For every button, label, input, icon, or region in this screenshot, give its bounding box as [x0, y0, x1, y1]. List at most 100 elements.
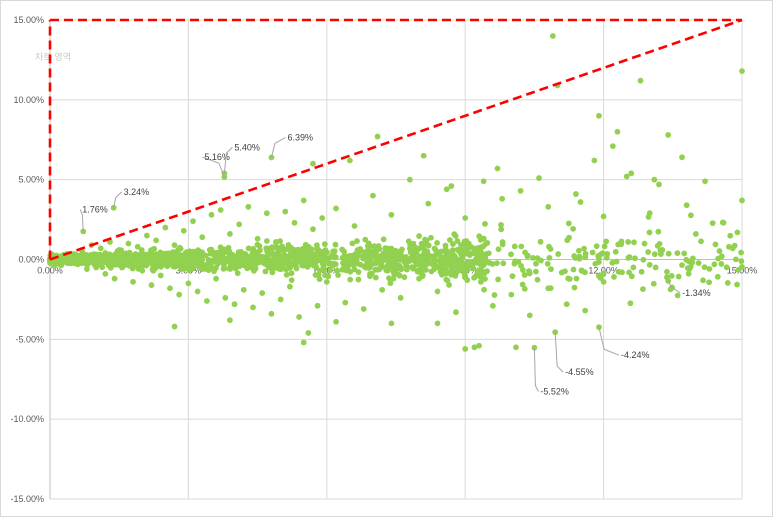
annotation-label: -5.52% [540, 387, 569, 397]
data-point [384, 257, 390, 264]
data-point [279, 262, 285, 269]
data-point [199, 234, 206, 241]
data-point [434, 288, 441, 295]
data-point [709, 220, 716, 227]
data-point [311, 262, 317, 269]
data-point [420, 152, 427, 159]
data-point [625, 254, 632, 261]
data-point [646, 261, 653, 268]
data-point [243, 261, 250, 268]
data-point [480, 262, 487, 269]
data-point [118, 247, 125, 254]
data-point [534, 276, 541, 283]
data-point [156, 261, 163, 268]
data-point [171, 323, 178, 330]
data-point [397, 294, 404, 301]
data-point [302, 255, 308, 262]
annotation-leader [79, 209, 84, 232]
data-point [443, 276, 450, 283]
data-point [632, 255, 638, 262]
data-point [310, 255, 316, 262]
annotation-label: 6.39% [287, 132, 313, 142]
data-point [446, 282, 452, 288]
data-point [227, 231, 233, 237]
data-point [462, 346, 469, 352]
data-point [87, 254, 94, 260]
data-point [481, 252, 488, 258]
data-point [698, 238, 704, 245]
data-point [499, 195, 506, 202]
data-point [250, 304, 256, 311]
data-point [217, 255, 224, 262]
data-point [254, 241, 261, 248]
data-point [236, 221, 243, 228]
data-point [630, 264, 637, 271]
data-point [537, 238, 544, 245]
data-point [190, 218, 196, 225]
data-point [489, 261, 496, 267]
data-point [305, 243, 312, 250]
data-point [476, 342, 482, 349]
data-point [153, 237, 160, 244]
data-point [640, 256, 647, 263]
data-point [330, 260, 337, 267]
y-tick-label-2: 5.00% [18, 175, 44, 185]
data-point [246, 255, 253, 262]
data-point [456, 262, 463, 268]
data-point [545, 203, 552, 210]
data-point [300, 197, 307, 204]
data-point [449, 247, 456, 253]
data-point [447, 237, 453, 243]
data-point [687, 212, 694, 219]
data-point [314, 302, 321, 309]
data-point [217, 244, 224, 251]
data-point [573, 191, 579, 197]
data-point [193, 256, 199, 263]
data-point [310, 226, 316, 233]
data-point [118, 263, 125, 269]
data-point [273, 244, 280, 251]
data-point [180, 227, 187, 234]
data-point [482, 276, 488, 282]
data-point [485, 250, 492, 257]
data-point [434, 320, 441, 327]
y-tick-label-5: -10.00% [10, 414, 44, 424]
data-point [471, 245, 478, 252]
data-point [434, 239, 440, 246]
data-point [533, 260, 539, 267]
data-point [422, 236, 428, 243]
data-point [581, 245, 587, 252]
data-point [323, 278, 330, 285]
data-point [388, 320, 395, 327]
annotation-leader [667, 280, 681, 294]
data-point [439, 266, 446, 273]
data-point [706, 265, 713, 272]
data-point [179, 261, 186, 268]
data-point [595, 272, 602, 279]
data-point [296, 314, 303, 320]
data-point [439, 271, 445, 278]
data-point [403, 263, 410, 269]
data-point [259, 290, 266, 296]
data-point [349, 240, 356, 247]
data-point [148, 251, 155, 258]
data-point [495, 276, 502, 283]
data-point [645, 214, 652, 220]
data-point [177, 252, 184, 259]
data-point [575, 247, 582, 254]
data-point [130, 278, 136, 285]
data-point [390, 275, 397, 282]
data-point [576, 253, 583, 260]
data-point [124, 258, 130, 265]
data-point [475, 259, 482, 266]
data-point [319, 260, 326, 267]
data-point [325, 273, 332, 280]
data-point [176, 291, 183, 298]
data-point [674, 292, 681, 299]
data-point [99, 257, 106, 264]
data-point [227, 259, 233, 265]
data-point [475, 255, 482, 262]
data-point [198, 254, 205, 261]
data-point [256, 259, 262, 266]
data-point [287, 264, 294, 271]
